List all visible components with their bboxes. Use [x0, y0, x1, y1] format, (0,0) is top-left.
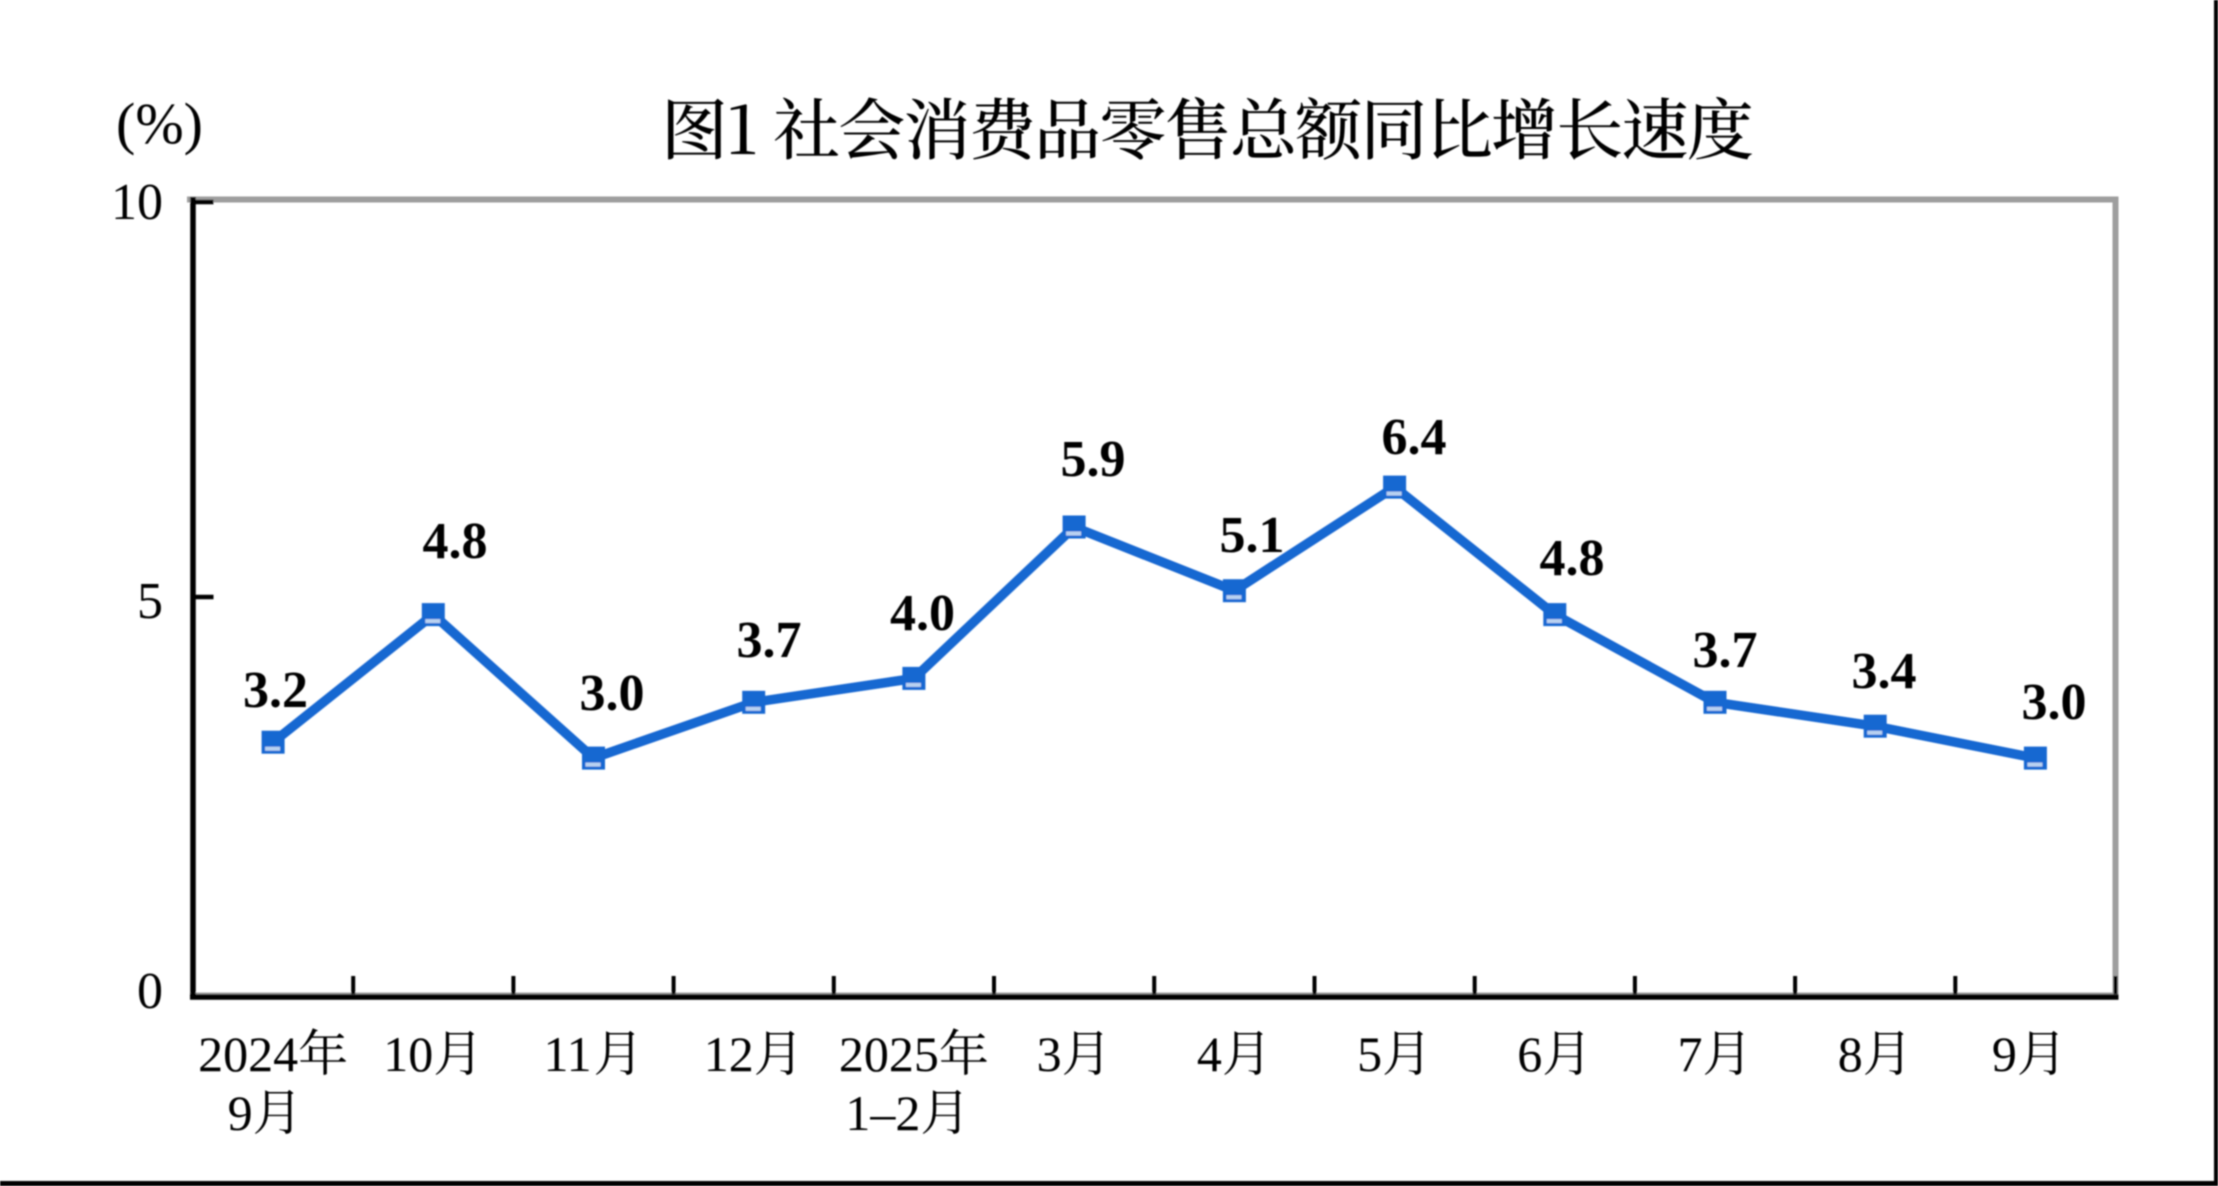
svg-text:4.8: 4.8 — [1540, 530, 1605, 587]
svg-text:3.7: 3.7 — [1693, 622, 1758, 679]
svg-text:3.0: 3.0 — [580, 665, 645, 722]
svg-text:6: 6 — [1517, 1026, 1542, 1082]
svg-text:1–2: 1–2 — [845, 1085, 920, 1141]
svg-text:11: 11 — [544, 1026, 592, 1082]
svg-text:9: 9 — [228, 1085, 253, 1141]
svg-text:6.4: 6.4 — [1382, 409, 1447, 466]
svg-text:8: 8 — [1838, 1026, 1863, 1082]
svg-text:5: 5 — [1357, 1026, 1382, 1082]
svg-text:2025: 2025 — [839, 1026, 939, 1082]
svg-text:10: 10 — [383, 1026, 433, 1082]
svg-text:5: 5 — [137, 573, 163, 630]
svg-text:3.2: 3.2 — [243, 662, 308, 719]
svg-text:3.4: 3.4 — [1852, 643, 1917, 700]
svg-text:7: 7 — [1678, 1026, 1703, 1082]
svg-text:3: 3 — [1037, 1026, 1062, 1082]
svg-text:2024: 2024 — [198, 1026, 298, 1082]
svg-text:4.0: 4.0 — [890, 585, 955, 642]
svg-text:3.7: 3.7 — [737, 612, 802, 669]
svg-text:4: 4 — [1197, 1026, 1222, 1082]
svg-text:(%): (%) — [116, 91, 203, 156]
svg-text:4.8: 4.8 — [423, 513, 488, 570]
svg-text:3.0: 3.0 — [2022, 674, 2087, 731]
svg-text:10: 10 — [111, 174, 163, 231]
svg-text:5.9: 5.9 — [1061, 431, 1126, 488]
svg-text:0: 0 — [137, 963, 163, 1020]
svg-text:5.1: 5.1 — [1220, 507, 1285, 564]
svg-text:9: 9 — [1992, 1026, 2017, 1082]
svg-text:12: 12 — [704, 1026, 754, 1082]
